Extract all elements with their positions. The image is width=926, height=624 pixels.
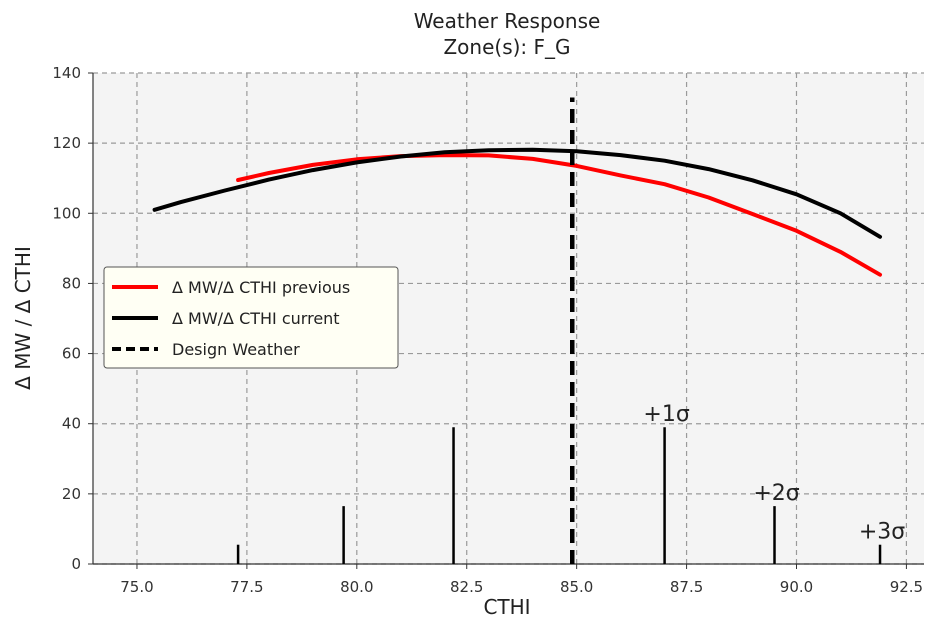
y-tick-label: 80 xyxy=(62,274,81,292)
chart-subtitle: Zone(s): F_G xyxy=(443,35,570,59)
x-axis-label: CTHI xyxy=(483,595,530,619)
legend: Δ MW/Δ CTHI previous Δ MW/Δ CTHI current D… xyxy=(103,266,399,369)
x-tick-label: 80.0 xyxy=(340,578,373,596)
sigma-label: +2σ xyxy=(753,481,799,506)
y-tick-label: 60 xyxy=(62,345,81,363)
chart-title: Weather Response xyxy=(414,9,601,33)
x-tick-label: 85.0 xyxy=(560,578,593,596)
sigma-label: +3σ xyxy=(859,520,905,545)
legend-label: Δ MW/Δ CTHI current xyxy=(172,309,340,328)
x-tick-label: 90.0 xyxy=(780,578,813,596)
x-tick-label: 75.0 xyxy=(120,578,153,596)
series-lines xyxy=(152,147,882,277)
legend-label: Δ MW/Δ CTHI previous xyxy=(172,278,350,297)
legend-box xyxy=(103,266,399,369)
y-axis-label: Δ MW / Δ CTHI xyxy=(11,246,35,390)
y-tick-label: 40 xyxy=(62,415,81,433)
y-tick-label: 140 xyxy=(52,64,81,82)
distribution-bars: +1σ +2σ +3σ xyxy=(236,402,905,564)
series-line xyxy=(152,147,882,239)
y-tick-label: 0 xyxy=(71,555,81,573)
x-tick-label: 87.5 xyxy=(670,578,703,596)
y-tick-label: 120 xyxy=(52,134,81,152)
x-tick-label: 92.5 xyxy=(890,578,923,596)
y-tick-label: 20 xyxy=(62,485,81,503)
series-line xyxy=(236,153,882,277)
legend-label: Design Weather xyxy=(172,340,300,359)
axes xyxy=(88,72,924,569)
sigma-label: +1σ xyxy=(643,402,689,427)
y-tick-label: 100 xyxy=(52,204,81,222)
x-tick-label: 82.5 xyxy=(450,578,483,596)
tick-labels: 75.0 77.5 80.0 82.5 85.0 87.5 90.0 92.5 0 20 40 60 8… xyxy=(52,64,923,596)
x-tick-label: 77.5 xyxy=(230,578,263,596)
